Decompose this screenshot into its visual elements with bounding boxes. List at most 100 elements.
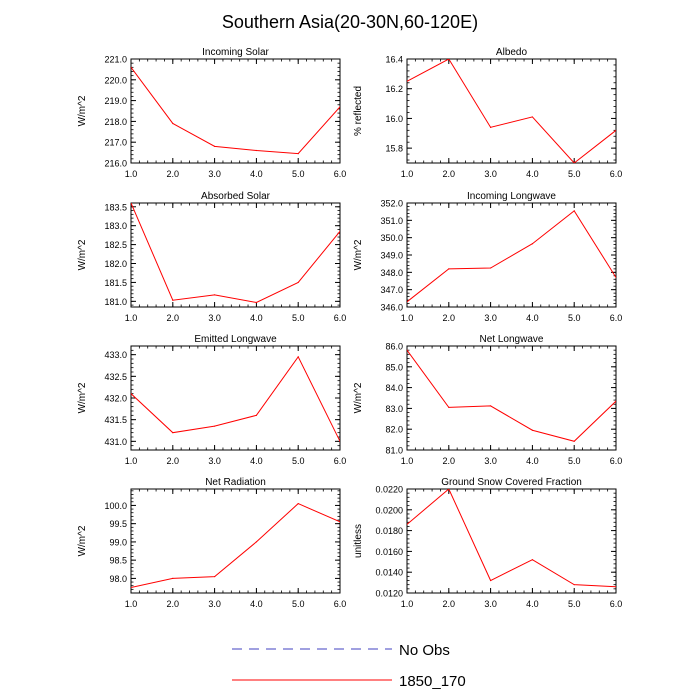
data-point (339, 106, 340, 108)
plot-frame (406, 488, 617, 594)
legend-label-1850-170: 1850_170 (399, 673, 466, 690)
x-tick-label: 5.0 (568, 456, 581, 466)
y-tick-label: 83.0 (385, 404, 403, 414)
chart-incoming-longwave: Incoming Longwave W/m^2 1.0 2.0 3.0 4.0 5.0 6.0… (353, 191, 622, 323)
y-tick-label: 82.0 (385, 425, 403, 435)
data-point (490, 405, 492, 407)
x-tick-label: 6.0 (334, 313, 347, 323)
data-point (255, 541, 257, 543)
x-tick-label: 4.0 (250, 169, 263, 179)
chart-emitted-longwave: Emitted Longwave W/m^2 1.0 2.0 3.0 4.0 5.0 6.0 4… (77, 334, 346, 466)
data-point (214, 575, 216, 578)
chart-incoming-solar: Incoming Solar W/m^2 1.0 2.0 3.0 4.0 5.0 6.0 216… (77, 47, 346, 179)
y-tick-label: 431.5 (104, 415, 127, 425)
x-tick-label: 3.0 (208, 456, 221, 466)
data-point (615, 129, 616, 131)
data-point (448, 489, 450, 490)
y-tick-label: 16.2 (385, 84, 403, 94)
data-point (573, 440, 575, 442)
y-tick-label: 216.0 (104, 159, 127, 169)
plot-frame (130, 488, 341, 594)
x-tick-label: 4.0 (526, 456, 539, 466)
data-point (255, 414, 257, 416)
y-tick-label: 0.0180 (375, 526, 403, 536)
data-point (339, 440, 340, 442)
data-point (407, 301, 408, 303)
y-tick-label: 432.5 (104, 372, 127, 382)
y-tick-label: 16.0 (385, 114, 403, 124)
y-tick-label: 181.5 (104, 278, 127, 288)
x-tick-label: 1.0 (125, 313, 138, 323)
y-tick-label: 81.0 (385, 446, 403, 456)
data-point (531, 559, 534, 561)
y-tick-label: 182.0 (104, 259, 127, 269)
y-tick-label: 85.0 (385, 362, 403, 372)
x-tick-label: 1.0 (125, 456, 138, 466)
data-point (172, 299, 174, 301)
chart-title: Albedo (496, 47, 528, 58)
data-point (407, 80, 408, 82)
data-point (531, 429, 534, 431)
x-tick-label: 4.0 (250, 313, 263, 323)
y-tick-label: 352.0 (380, 199, 403, 209)
y-tick-label: 0.0160 (375, 547, 403, 557)
y-axis-label: W/m^2 (77, 525, 88, 556)
x-tick-label: 4.0 (526, 169, 539, 179)
x-tick-label: 6.0 (334, 456, 347, 466)
data-point (131, 393, 132, 395)
chart-absorbed-solar: Absorbed Solar W/m^2 1.0 2.0 3.0 4.0 5.0 6.0 181… (77, 191, 346, 323)
y-tick-label: 347.0 (380, 285, 403, 295)
series-line-1850-170 (407, 349, 616, 442)
y-tick-label: 99.5 (109, 519, 127, 529)
y-tick-label: 433.0 (104, 350, 127, 360)
y-tick-label: 16.4 (385, 55, 403, 65)
data-point (214, 425, 216, 427)
plot-frame (130, 202, 341, 308)
x-tick-label: 1.0 (401, 169, 414, 179)
x-tick-label: 6.0 (610, 456, 623, 466)
plot-frame (406, 345, 617, 451)
y-tick-label: 348.0 (380, 268, 403, 278)
y-tick-label: 219.0 (104, 96, 127, 106)
x-tick-label: 5.0 (292, 313, 305, 323)
data-point (297, 153, 299, 155)
y-tick-label: 432.0 (104, 394, 127, 404)
chart-albedo: Albedo % reflected 1.0 2.0 3.0 4.0 5.0 6.0 15.8 1… (353, 47, 622, 179)
x-tick-label: 1.0 (401, 313, 414, 323)
data-point (297, 356, 299, 358)
y-tick-label: 346.0 (380, 303, 403, 313)
y-tick-label: 84.0 (385, 383, 403, 393)
x-tick-label: 5.0 (568, 599, 581, 609)
series-line-1850-170 (407, 59, 616, 163)
y-tick-label: 221.0 (104, 55, 127, 65)
data-point (407, 349, 408, 351)
x-tick-label: 1.0 (125, 169, 138, 179)
data-point (531, 243, 534, 245)
y-tick-label: 182.5 (104, 240, 127, 250)
series-line-1850-170 (131, 203, 340, 303)
y-tick-label: 99.0 (109, 537, 127, 547)
chart-title: Incoming Solar (202, 47, 269, 58)
x-tick-label: 5.0 (292, 456, 305, 466)
x-tick-label: 2.0 (443, 313, 456, 323)
data-point (297, 281, 299, 284)
y-tick-label: 181.0 (104, 297, 127, 307)
data-point (131, 203, 132, 204)
y-axis-label: unitless (353, 524, 364, 558)
series-line-1850-170 (131, 355, 340, 442)
y-axis-label: W/m^2 (353, 239, 364, 270)
y-tick-label: 218.0 (104, 117, 127, 127)
plot-frame (406, 58, 617, 164)
x-tick-label: 3.0 (208, 599, 221, 609)
y-axis-label: W/m^2 (77, 382, 88, 413)
y-tick-label: 351.0 (380, 216, 403, 226)
chart-title: Incoming Longwave (467, 191, 556, 202)
data-point (448, 406, 450, 408)
chart-ground-snow-covered-fraction: Ground Snow Covered Fraction unitless 1.0 2… (353, 477, 622, 609)
x-tick-label: 2.0 (443, 169, 456, 179)
series-line-1850-170 (131, 67, 340, 155)
series-line-1850-170 (407, 210, 616, 303)
y-axis-label: W/m^2 (353, 382, 364, 413)
y-tick-label: 220.0 (104, 75, 127, 85)
chart-title: Net Longwave (480, 334, 544, 345)
